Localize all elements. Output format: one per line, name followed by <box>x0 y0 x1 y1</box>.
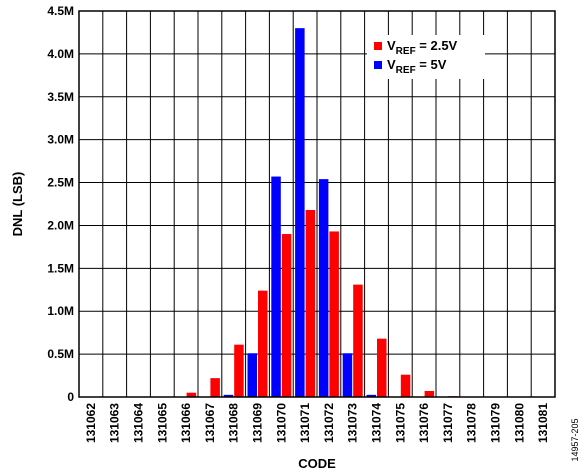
x-tick-label: 131072 <box>322 403 336 443</box>
bar-vref-5v-131070 <box>271 176 281 397</box>
legend-swatch <box>374 61 382 69</box>
x-tick-label: 131071 <box>298 403 312 443</box>
legend-swatch <box>374 42 382 50</box>
bar-vref-2-5v-131070 <box>281 234 292 397</box>
bar-vref-2-5v-131068 <box>234 344 244 397</box>
bar-vref-5v-131068 <box>223 394 234 397</box>
y-tick-label: 0.5M <box>47 347 74 361</box>
plot-frame <box>78 10 556 398</box>
x-tick-label: 131063 <box>108 403 122 443</box>
x-tick-label: 131076 <box>417 403 431 443</box>
bars <box>162 28 458 398</box>
bar-vref-2-5v-131073 <box>353 284 363 397</box>
grid <box>79 11 555 397</box>
bar-vref-2-5v-131074 <box>377 338 387 397</box>
bar-vref-2-5v-131072 <box>329 231 339 397</box>
y-tick-label: 1.0M <box>47 304 74 318</box>
y-tick-label: 2.0M <box>47 218 74 232</box>
x-tick-label: 131067 <box>203 403 217 443</box>
bar-vref-2-5v-131075 <box>400 374 411 397</box>
x-tick-label: 131070 <box>274 403 288 443</box>
bar-vref-2-5v-131069 <box>258 290 268 397</box>
x-tick-label: 131064 <box>132 403 146 443</box>
y-tick-label: 3.5M <box>47 90 74 104</box>
x-tick-label: 131065 <box>155 403 169 443</box>
figure-id: 14957-205 <box>570 418 580 461</box>
x-tick-labels: 131062 131063 131064 131065 131066 131067 1310… <box>84 403 550 443</box>
x-axis-title: CODE <box>298 456 336 471</box>
legend-label: VREF = 5V <box>387 57 447 76</box>
bar-vref-2-5v-131076 <box>424 390 435 397</box>
legend-background <box>367 35 485 79</box>
y-tick-label: 4.5M <box>47 4 74 18</box>
x-tick-label: 131074 <box>370 403 384 443</box>
bar-vref-2-5v-131066 <box>186 392 197 397</box>
bar-vref-5v-131074 <box>366 394 376 397</box>
bar-vref-5v-131073 <box>342 353 353 397</box>
x-tick-label: 131080 <box>512 403 526 443</box>
bar-vref-2-5v-131071 <box>305 210 316 397</box>
x-tick-label: 131078 <box>465 403 479 443</box>
x-tick-label: 131062 <box>84 403 98 443</box>
x-tick-label: 131075 <box>393 403 407 443</box>
legend-label: VREF = 2.5V <box>387 38 458 57</box>
x-tick-label: 131077 <box>441 403 455 443</box>
y-tick-label: 1.5M <box>47 261 74 275</box>
y-axis-title: DNL (LSB) <box>10 172 25 237</box>
bar-vref-2-5v-131067 <box>210 378 220 397</box>
bar-vref-5v-131069 <box>247 353 257 397</box>
x-tick-label: 131069 <box>251 403 265 443</box>
y-tick-label: 3.0M <box>47 133 74 147</box>
x-tick-label: 131066 <box>179 403 193 443</box>
bar-vref-5v-131072 <box>318 179 329 397</box>
x-tick-label: 131079 <box>489 403 503 443</box>
bar-vref-5v-131071 <box>295 28 305 398</box>
y-tick-labels: 0 0.5M 1.0M 1.5M 2.0M 2.5M 3.0M 3.5M 4.0M 4.5M <box>47 4 74 404</box>
y-tick-label: 2.5M <box>47 176 74 190</box>
x-tick-label: 131068 <box>227 403 241 443</box>
y-tick-label: 4.0M <box>47 47 74 61</box>
x-tick-label: 131081 <box>536 403 550 443</box>
y-tick-label: 0 <box>67 390 74 404</box>
x-tick-label: 131073 <box>346 403 360 443</box>
